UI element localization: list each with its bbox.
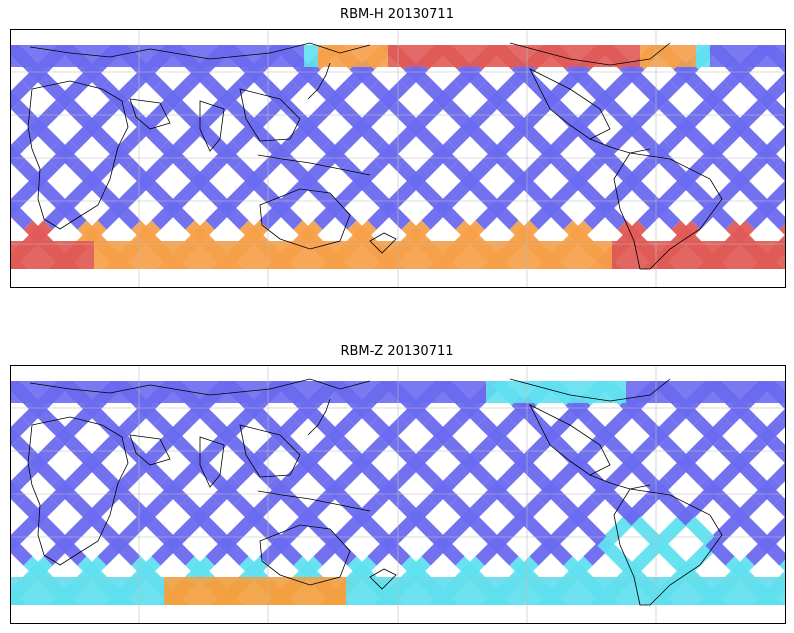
map-frame bbox=[10, 29, 786, 288]
satellite-swaths bbox=[10, 45, 786, 269]
satellite-swaths bbox=[10, 381, 786, 605]
graticule bbox=[10, 365, 786, 624]
panel-title-bottom: RBM-Z 20130711 bbox=[340, 344, 454, 359]
map-panel-bottom bbox=[10, 365, 786, 624]
map-frame bbox=[10, 365, 786, 624]
coastlines bbox=[27, 378, 723, 606]
coastlines bbox=[27, 42, 723, 270]
graticule bbox=[10, 29, 786, 288]
panel-title-top: RBM-H 20130711 bbox=[340, 7, 454, 22]
map-panel-top bbox=[10, 29, 786, 288]
